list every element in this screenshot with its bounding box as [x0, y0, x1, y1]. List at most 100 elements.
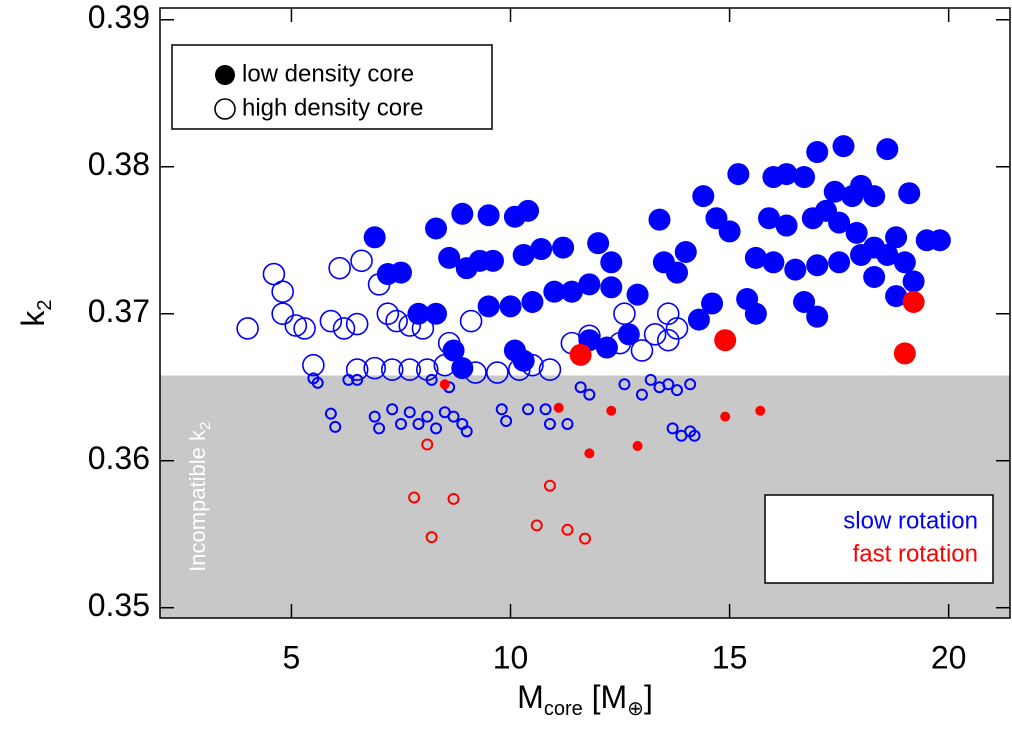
data-point: [451, 357, 474, 380]
data-point: [876, 138, 899, 161]
legend-label: low density core: [242, 60, 414, 87]
y-tick-label: 0.39: [88, 0, 150, 35]
data-point: [412, 417, 425, 430]
data-point: [350, 249, 373, 273]
x-tick-label: 5: [283, 639, 301, 675]
data-point: [437, 331, 461, 355]
data-point: [451, 202, 474, 225]
data-point: [302, 353, 325, 377]
data-point: [578, 324, 601, 348]
data-point: [271, 302, 294, 326]
data-point: [329, 420, 342, 433]
data-point: [561, 523, 574, 536]
data-point: [407, 302, 430, 325]
data-point: [499, 295, 522, 318]
data-point: [714, 329, 737, 352]
band-label-sub: 2: [197, 422, 214, 430]
data-point: [618, 378, 631, 391]
data-point: [758, 207, 781, 230]
data-point: [806, 305, 829, 328]
data-point: [530, 238, 553, 261]
data-point: [464, 361, 487, 384]
data-point: [863, 185, 886, 208]
data-point: [500, 415, 513, 428]
data-point: [376, 302, 400, 326]
data-point: [512, 243, 535, 266]
band-label-part: Incompatible k: [185, 429, 210, 572]
data-point: [332, 317, 356, 340]
legend-box: [171, 44, 493, 130]
y-tick-label: 0.36: [88, 440, 150, 476]
data-point: [411, 317, 435, 340]
band-label: Incompatible k2: [185, 422, 214, 572]
data-point: [460, 425, 473, 438]
legend-marker: [215, 65, 235, 85]
y-axis-label: k2: [15, 299, 56, 326]
data-point: [626, 283, 649, 306]
data-point: [755, 405, 766, 416]
data-point: [507, 358, 531, 381]
data-point: [367, 273, 391, 296]
data-point: [928, 229, 951, 252]
legend-label: slow rotation: [843, 507, 978, 534]
data-point: [262, 262, 286, 286]
x-label-sub: ⊕: [627, 698, 644, 720]
data-point: [408, 491, 421, 504]
data-point: [543, 479, 556, 492]
y-label-sub: 2: [34, 299, 56, 310]
data-point: [553, 402, 564, 413]
data-point: [439, 379, 450, 390]
data-point: [421, 410, 434, 423]
data-point: [675, 429, 688, 442]
data-point: [600, 251, 623, 274]
data-point: [718, 220, 741, 243]
data-point: [613, 302, 636, 326]
data-point: [433, 353, 457, 377]
data-point: [656, 302, 680, 326]
data-point: [876, 243, 899, 266]
data-point: [902, 270, 925, 293]
plot-frame: [159, 7, 1011, 619]
data-point: [324, 407, 337, 420]
data-point: [517, 199, 540, 222]
data-point: [425, 531, 438, 544]
x-tick-label: 20: [931, 639, 967, 675]
data-point: [648, 208, 671, 231]
data-point: [793, 290, 816, 313]
data-point: [569, 343, 592, 366]
data-point: [885, 285, 908, 308]
data-point: [389, 261, 412, 284]
data-point: [345, 358, 369, 381]
x-label-part: [M: [583, 679, 627, 715]
data-point: [447, 410, 460, 423]
x-label-part: ]: [644, 679, 653, 715]
data-point: [236, 317, 259, 340]
data-point: [863, 265, 886, 288]
data-point: [521, 290, 544, 313]
data-point: [850, 243, 873, 266]
data-point: [744, 302, 767, 325]
data-point: [632, 441, 643, 452]
data-point: [552, 236, 575, 259]
data-point: [425, 373, 438, 386]
data-point: [486, 361, 509, 384]
data-point: [617, 323, 640, 346]
data-point: [578, 273, 601, 296]
data-point: [522, 403, 535, 416]
data-point: [692, 185, 715, 208]
data-point: [784, 258, 807, 281]
data-point: [421, 438, 434, 451]
data-point: [671, 384, 684, 397]
data-point: [688, 429, 701, 442]
data-point: [380, 358, 404, 381]
data-point: [662, 378, 675, 391]
data-point: [481, 249, 504, 272]
data-point: [373, 422, 386, 435]
data-point: [539, 403, 552, 416]
legend-marker: [214, 98, 236, 120]
data-point: [793, 166, 816, 189]
data-point: [386, 403, 399, 416]
data-point: [583, 388, 596, 401]
data-point: [284, 314, 308, 337]
data-point: [587, 232, 610, 255]
